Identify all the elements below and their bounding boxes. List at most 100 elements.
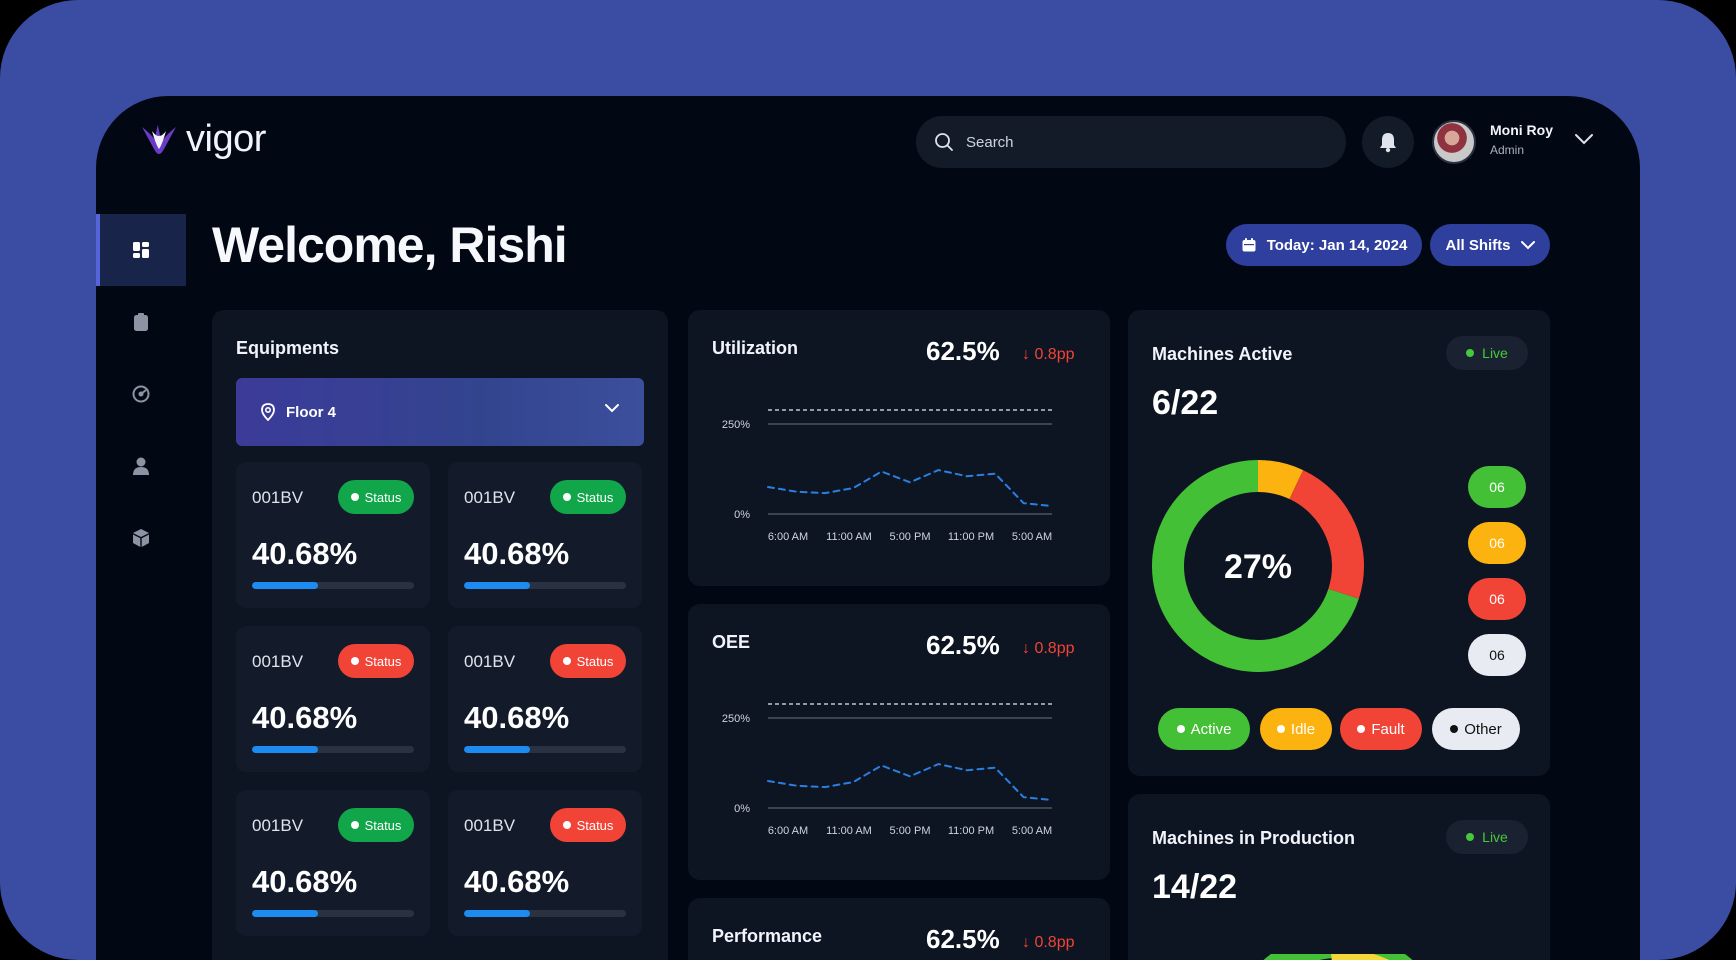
legend-dot (1357, 725, 1366, 733)
y-tick-label: 0% (734, 509, 750, 521)
search-bar[interactable] (916, 116, 1346, 168)
legend-label: Active (1190, 720, 1232, 738)
equipment-value: 40.68% (464, 864, 570, 899)
status-badge: Status (338, 644, 414, 678)
status-dot (562, 657, 571, 665)
legend-dot (1176, 725, 1185, 733)
oee-chart: 250% 0% 6:00 AM 11:00 AM 5:00 PM 11:00 PM 5:00… (722, 703, 1053, 837)
box-icon (133, 529, 149, 547)
progress-bar (252, 910, 414, 917)
x-tick-label: 5:00 PM (890, 531, 931, 543)
legend-fault[interactable]: Fault (1340, 708, 1422, 750)
status-label: Status (364, 817, 402, 833)
sidebar-item-dashboard[interactable] (96, 214, 186, 286)
legend-dot (1276, 725, 1285, 733)
legend-idle[interactable]: Idle (1260, 708, 1332, 750)
donut-slice-fault (1289, 470, 1364, 599)
legend-label: Fault (1371, 720, 1405, 738)
donut-slice-active (1152, 460, 1359, 672)
equipment-value: 40.68% (252, 864, 358, 899)
equipment-id: 001BV (252, 488, 304, 507)
equipment-tile[interactable]: 001BV Status 40.68% (236, 790, 430, 936)
status-label: Status (576, 653, 614, 669)
live-label: Live (1482, 345, 1508, 361)
production-donut-partial (1263, 954, 1413, 960)
progress-fill (464, 910, 530, 917)
progress-bar (252, 746, 414, 753)
equipment-id: 001BV (464, 488, 516, 507)
user-role: Admin (1490, 143, 1525, 157)
live-badge: Live (1446, 820, 1528, 854)
sidebar-item-monitor[interactable] (96, 358, 186, 430)
sidebar-item-users[interactable] (96, 430, 186, 502)
metric-title: Utilization (712, 338, 798, 358)
calendar-icon (1242, 238, 1256, 252)
progress-fill (464, 582, 530, 589)
count-pill-active: 06 (1468, 466, 1526, 508)
machines-active-count: 6/22 (1152, 384, 1219, 422)
logo-text: vigor (186, 118, 266, 160)
location-pin-icon (261, 403, 275, 421)
y-tick-label: 250% (722, 419, 750, 431)
sidebar-item-inventory[interactable] (96, 502, 186, 574)
machines-active-donut: 27% (1152, 460, 1364, 672)
legend-active[interactable]: Active (1158, 708, 1250, 750)
status-badge: Status (338, 480, 414, 514)
status-label: Status (364, 653, 402, 669)
progress-fill (252, 746, 318, 753)
search-input[interactable] (966, 133, 1306, 151)
equipment-id: 001BV (252, 816, 304, 835)
logo[interactable]: vigor (138, 118, 266, 161)
status-dot (350, 821, 359, 829)
bell-icon (1380, 133, 1396, 153)
legend-label: Idle (1290, 720, 1316, 738)
vigor-logo-icon (142, 124, 176, 154)
page-title: Welcome, Rishi (212, 217, 568, 273)
status-dot (350, 493, 359, 501)
avatar[interactable] (1432, 120, 1476, 164)
arrow-down-icon: ↓ (1022, 934, 1030, 951)
equipment-tile[interactable]: 001BV Status 40.68% (448, 626, 642, 772)
equipment-value: 40.68% (464, 700, 570, 735)
count-pill-other: 06 (1468, 634, 1526, 676)
metric-delta-value: 0.8pp (1034, 934, 1075, 951)
user-info[interactable]: Moni Roy Admin (1490, 122, 1553, 157)
notifications-button[interactable] (1362, 116, 1414, 168)
machines-production-card: Machines in Production Live 14/22 (1128, 794, 1550, 960)
machines-active-title: Machines Active (1152, 344, 1293, 364)
equipment-tile[interactable]: 001BV Status 40.68% (448, 790, 642, 936)
machines-production-count: 14/22 (1152, 868, 1238, 906)
sidebar-item-reports[interactable] (96, 286, 186, 358)
equipment-value: 40.68% (252, 700, 358, 735)
metric-delta: ↓ 0.8pp (1022, 346, 1075, 364)
donut-slice-idle (1257, 460, 1304, 500)
x-tick-label: 5:00 AM (1012, 531, 1052, 543)
x-tick-label: 6:00 AM (768, 531, 808, 543)
equipments-card: Equipments Floor 4 001BV Status 40.68% 001B… (212, 310, 668, 960)
equipment-tile[interactable]: 001BV Status 40.68% (448, 462, 642, 608)
progress-fill (252, 910, 318, 917)
app-window: vigor Moni Roy Admin (96, 96, 1640, 960)
progress-bar (252, 582, 414, 589)
shift-select[interactable]: All Shifts (1430, 224, 1550, 266)
metric-value: 62.5% (926, 336, 1000, 366)
status-label: Status (576, 817, 614, 833)
date-label: Today: Jan 14, 2024 (1266, 236, 1408, 254)
floor-select[interactable]: Floor 4 (236, 378, 644, 446)
x-tick-label: 6:00 AM (768, 825, 808, 837)
metric-delta: ↓ 0.8pp (1022, 934, 1075, 952)
equipment-tile[interactable]: 001BV Status 40.68% (236, 626, 430, 772)
series-line (767, 763, 1053, 802)
status-label: Status (576, 489, 614, 505)
user-menu-chevron-icon[interactable] (1574, 132, 1594, 146)
date-picker-button[interactable]: Today: Jan 14, 2024 (1226, 224, 1422, 266)
equipment-tile[interactable]: 001BV Status 40.68% (236, 462, 430, 608)
equipment-value: 40.68% (464, 536, 570, 571)
progress-bar (464, 910, 626, 917)
metric-value: 62.5% (926, 924, 1000, 954)
legend-other[interactable]: Other (1432, 708, 1520, 750)
status-badge: Status (338, 808, 414, 842)
x-tick-label: 11:00 PM (948, 531, 994, 543)
arrow-down-icon: ↓ (1022, 346, 1030, 363)
metric-title: Performance (712, 926, 823, 946)
